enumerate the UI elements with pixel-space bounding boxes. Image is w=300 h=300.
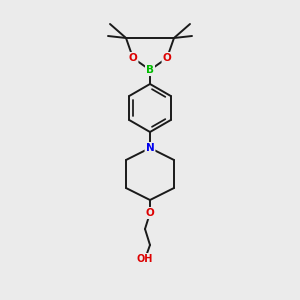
Text: N: N xyxy=(146,143,154,153)
Text: O: O xyxy=(146,208,154,218)
Text: B: B xyxy=(146,65,154,75)
Text: OH: OH xyxy=(137,254,153,264)
Text: O: O xyxy=(129,53,137,63)
Text: O: O xyxy=(163,53,171,63)
